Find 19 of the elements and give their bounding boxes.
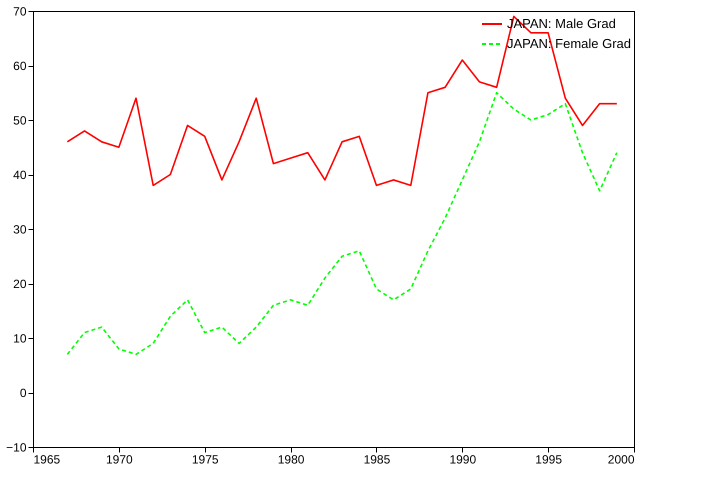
x-tick-label: 1980 bbox=[278, 452, 305, 466]
x-tick-label: 1990 bbox=[449, 452, 476, 466]
x-tick-label: 1975 bbox=[192, 452, 219, 466]
y-tick-label: 60 bbox=[13, 59, 27, 73]
y-tick-label: 10 bbox=[13, 332, 27, 346]
x-tick-label: 1985 bbox=[364, 452, 391, 466]
x-tick-label: 2000 bbox=[608, 452, 635, 466]
line-series bbox=[66, 92, 618, 356]
y-tick-label: 30 bbox=[13, 222, 27, 236]
y-tick-label: 20 bbox=[13, 277, 27, 291]
y-tick-label: −10 bbox=[6, 440, 27, 454]
y-tick-label: 40 bbox=[13, 168, 27, 182]
x-tick-label: 1970 bbox=[106, 452, 134, 466]
x-tick-label: 1995 bbox=[535, 452, 562, 466]
y-tick-label: 0 bbox=[20, 386, 27, 400]
y-tick-label: 50 bbox=[13, 114, 27, 128]
x-tick-label: 1965 bbox=[34, 452, 61, 466]
y-tick-label: 70 bbox=[13, 4, 27, 18]
legend-label: JAPAN: Female Grad bbox=[507, 36, 632, 51]
